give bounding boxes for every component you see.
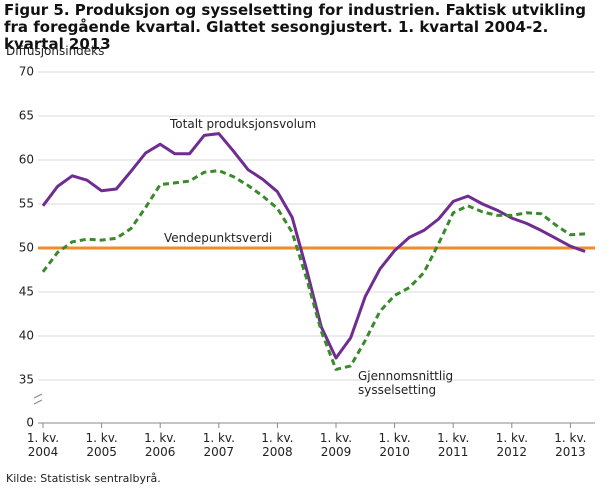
x-tick-label: 1. kv. 2007 (202, 431, 235, 459)
x-tick-label: 1. kv. 2008 (261, 431, 294, 459)
y-tick-label: 40 (19, 329, 34, 343)
reference-label: Vendepunktsverdi (164, 231, 273, 245)
y-tick-label: 35 (19, 373, 34, 387)
y-axis-label: Diffusjonsindeks (6, 44, 105, 58)
x-tick-label: 1. kv. 2006 (144, 431, 177, 459)
x-tick-label: 1. kv. 2013 (554, 431, 587, 459)
y-tick-label: 60 (19, 153, 34, 167)
x-tick-label: 1. kv. 2009 (319, 431, 353, 459)
series-line (41, 132, 586, 360)
y-tick-label: 55 (19, 197, 34, 211)
y-tick-label: 45 (19, 285, 34, 299)
x-tick-label: 1. kv. 2011 (437, 431, 470, 459)
x-tick-label: 1. kv. 2012 (495, 431, 528, 459)
source: Kilde: Statistisk sentralbyrå. (6, 472, 161, 485)
series-annotation: Totalt produksjonsvolum (170, 117, 317, 131)
series-line (41, 169, 586, 371)
x-tick-label: 1. kv. 2004 (26, 431, 60, 459)
y-tick-label: 65 (19, 109, 34, 123)
y-tick-label: 50 (19, 241, 34, 255)
y-tick-label: 70 (19, 65, 34, 79)
y-tick-label: 0 (26, 416, 34, 430)
chart-title: Figur 5. Produksjon og sysselsetting for… (4, 1, 586, 53)
axis-break (33, 393, 43, 405)
series-annotation: Gjennomsnittlig sysselsetting (358, 369, 454, 397)
x-tick-label: 1. kv. 2005 (85, 431, 118, 459)
x-tick-label: 1. kv. 2010 (378, 431, 411, 459)
